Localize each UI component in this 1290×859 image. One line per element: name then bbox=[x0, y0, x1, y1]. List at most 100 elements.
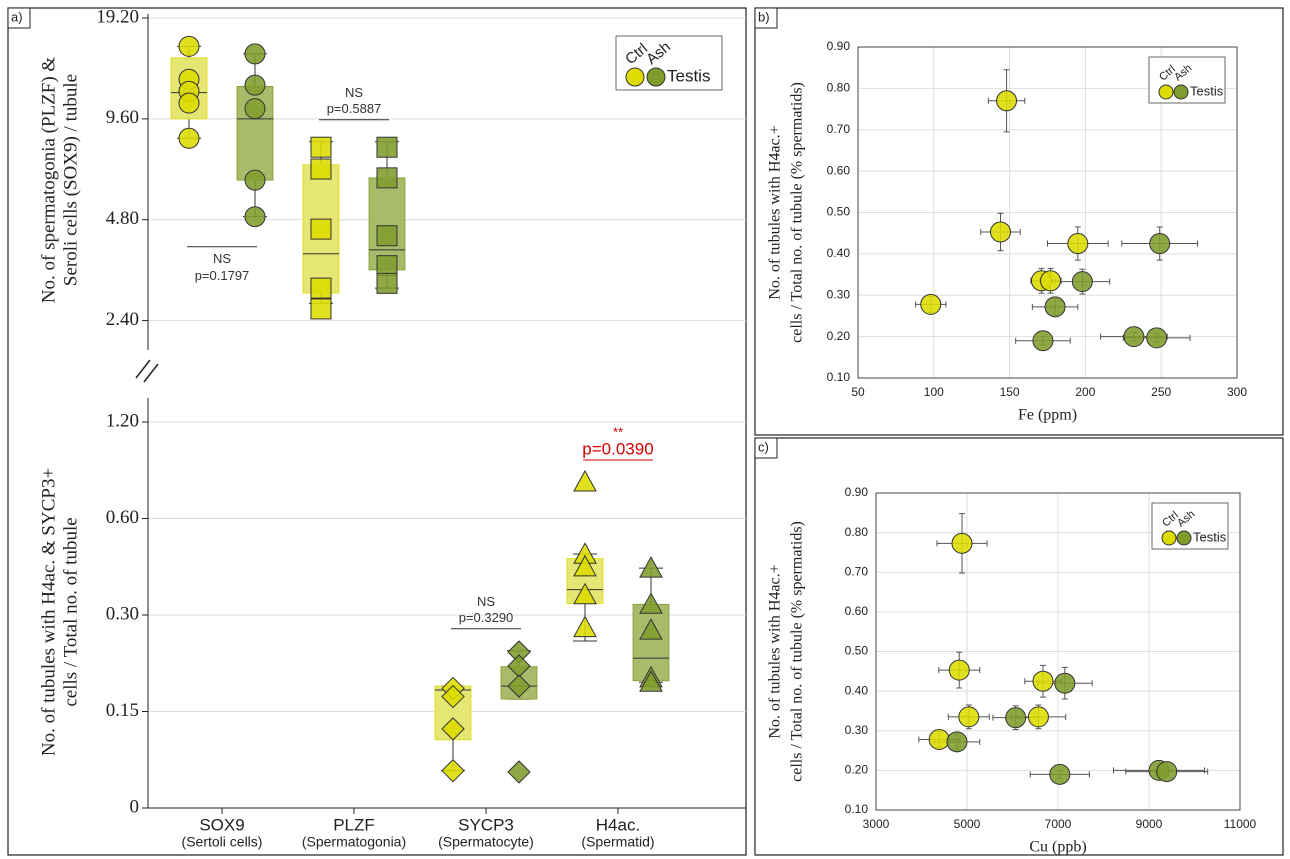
x-tick-note: (Spermatocyte) bbox=[438, 834, 534, 850]
marker bbox=[441, 717, 465, 741]
y-tick-label: 0.15 bbox=[106, 700, 139, 721]
marker bbox=[639, 592, 663, 614]
marker bbox=[639, 556, 663, 578]
significance-label: NS bbox=[345, 85, 363, 100]
x-tick-label: 7000 bbox=[1045, 817, 1072, 831]
x-tick-label: 9000 bbox=[1136, 817, 1163, 831]
panel-label: c) bbox=[758, 439, 769, 454]
panel-label-box bbox=[754, 437, 778, 459]
plot-border bbox=[875, 492, 1241, 811]
x-tick-label: 50 bbox=[851, 385, 865, 399]
y-tick-label: 0.30 bbox=[106, 603, 139, 624]
significance-label: ** bbox=[613, 424, 623, 439]
y-tick-label: 19.20 bbox=[96, 6, 139, 27]
marker bbox=[376, 255, 398, 277]
x-tick-label: 100 bbox=[924, 385, 944, 399]
marker bbox=[441, 758, 465, 783]
significance-text: p=0.5887 bbox=[327, 101, 382, 116]
panel-label: b) bbox=[758, 9, 770, 24]
legend-marker bbox=[1173, 84, 1189, 100]
panel-label: a) bbox=[11, 9, 23, 24]
legend-marker bbox=[1176, 530, 1192, 546]
x-tick-note: (Spermatogonia) bbox=[302, 834, 406, 850]
marker bbox=[1146, 327, 1168, 349]
legend-marker bbox=[1161, 530, 1177, 546]
y-tick-label: 0.40 bbox=[827, 246, 851, 260]
marker bbox=[990, 221, 1012, 243]
marker bbox=[376, 136, 398, 158]
marker bbox=[244, 74, 266, 96]
x-tick-label: 300 bbox=[1227, 385, 1247, 399]
marker bbox=[1156, 761, 1178, 783]
marker bbox=[507, 760, 531, 784]
marker bbox=[310, 158, 332, 180]
x-tick-label: 3000 bbox=[863, 817, 890, 831]
legend-marker bbox=[625, 67, 645, 87]
legend-box bbox=[615, 35, 723, 91]
marker bbox=[1032, 330, 1054, 352]
significance-label: NS bbox=[213, 251, 231, 266]
significance-text: p=0.3290 bbox=[459, 610, 514, 625]
marker bbox=[948, 659, 970, 681]
marker bbox=[310, 277, 332, 299]
marker bbox=[1123, 326, 1145, 348]
panel-label-box bbox=[7, 7, 31, 29]
significance-text: p=0.0390 bbox=[582, 439, 653, 458]
marker bbox=[1054, 672, 1076, 694]
marker bbox=[244, 169, 266, 191]
significance-text: p=0.1797 bbox=[195, 268, 250, 283]
x-tick-note: (Spermatid) bbox=[581, 834, 654, 850]
x-tick-label: PLZF bbox=[333, 815, 375, 834]
marker bbox=[1049, 763, 1071, 785]
marker bbox=[376, 272, 398, 294]
break-line bbox=[143, 363, 159, 383]
marker bbox=[1027, 706, 1049, 728]
marker bbox=[1005, 707, 1027, 729]
y-tick-label: 2.40 bbox=[106, 309, 139, 330]
significance-label: NS bbox=[477, 594, 495, 609]
marker bbox=[1067, 233, 1089, 255]
marker bbox=[1149, 233, 1171, 255]
x-tick-label: 11000 bbox=[1224, 817, 1257, 831]
marker bbox=[1032, 670, 1054, 692]
y-tick-label: 0.30 bbox=[845, 723, 869, 737]
panel-a-frame bbox=[7, 7, 747, 856]
legend-marker bbox=[646, 67, 666, 87]
marker bbox=[310, 298, 332, 320]
y-axis-title: Seroli cells (SOX9) / tubule bbox=[60, 74, 81, 286]
marker bbox=[310, 136, 332, 158]
marker bbox=[639, 670, 663, 692]
y-tick-label: 0.80 bbox=[845, 525, 869, 539]
marker bbox=[928, 728, 950, 750]
legend-marker bbox=[1158, 84, 1174, 100]
y-axis-title: No. of tubules with H4ac.+ bbox=[767, 125, 784, 299]
y-axis-title: cells / Total no. of tubule (% spermatid… bbox=[789, 521, 806, 782]
marker bbox=[441, 684, 465, 709]
y-tick-label: 0.30 bbox=[827, 287, 851, 301]
break-line bbox=[135, 359, 151, 379]
y-tick-label: 0.10 bbox=[845, 802, 869, 816]
marker bbox=[573, 469, 597, 492]
marker bbox=[996, 90, 1018, 112]
y-axis-title: cells / Total no. of tubule (% spermatid… bbox=[789, 82, 806, 343]
y-tick-label: 0.40 bbox=[845, 683, 869, 697]
x-tick-label: 5000 bbox=[954, 817, 981, 831]
marker bbox=[178, 127, 200, 149]
panel-c-frame bbox=[754, 437, 1284, 856]
marker bbox=[573, 615, 597, 638]
legend-label: Testis bbox=[667, 66, 710, 85]
x-tick-label: H4ac. bbox=[596, 815, 640, 834]
marker bbox=[310, 218, 332, 240]
marker bbox=[946, 731, 968, 753]
y-tick-label: 0.10 bbox=[827, 370, 851, 384]
panel-b-frame bbox=[754, 7, 1284, 436]
marker bbox=[573, 582, 597, 605]
marker bbox=[376, 225, 398, 247]
y-tick-label: 0.20 bbox=[845, 763, 869, 777]
y-tick-label: 9.60 bbox=[106, 107, 139, 128]
plot-border bbox=[857, 46, 1238, 379]
marker bbox=[958, 706, 980, 728]
y-tick-label: 4.80 bbox=[106, 208, 139, 229]
axis-break bbox=[135, 359, 159, 383]
